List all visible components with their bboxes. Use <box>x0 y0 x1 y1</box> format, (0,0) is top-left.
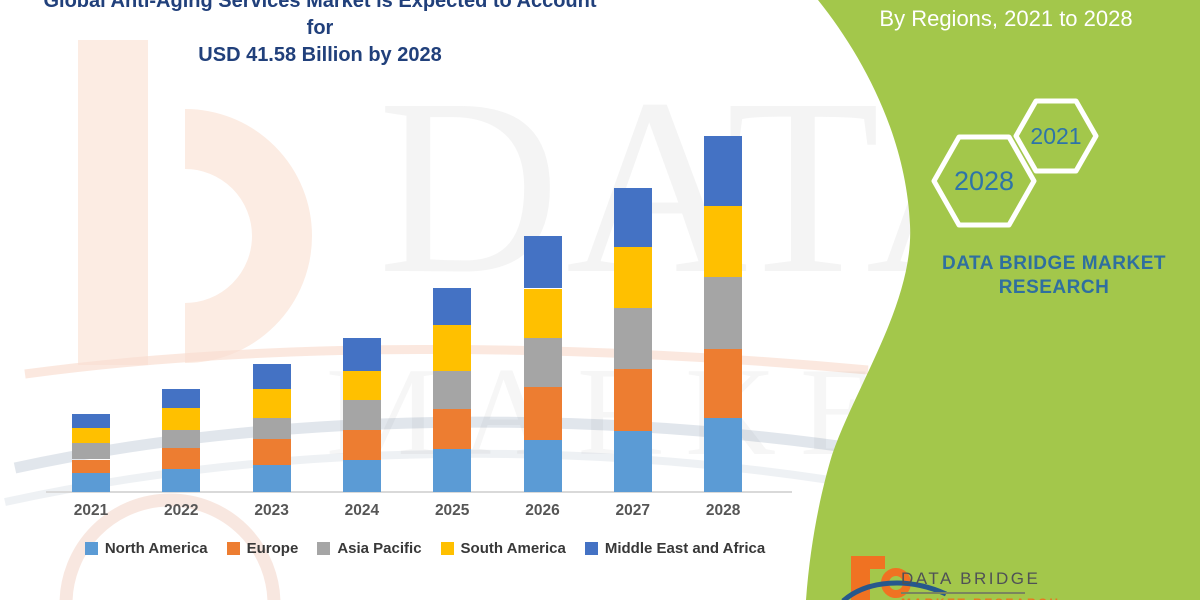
bar-2025 <box>433 0 472 492</box>
chart-title: Global Anti-Aging Services Market is Exp… <box>28 0 612 69</box>
panel-heading: By Regions, 2021 to 2028 <box>879 6 1133 31</box>
bar-segment-2026-south-america <box>523 288 562 339</box>
chart-title-line1: Global Anti-Aging Services Market is Exp… <box>43 0 597 39</box>
bar-2024 <box>342 0 381 492</box>
watermark-b-bowl <box>184 109 312 363</box>
chart-title-line2: USD 41.58 Billion by 2028 <box>198 44 442 66</box>
bar-2021 <box>72 0 110 492</box>
bar-segment-2025-north-america <box>433 449 472 492</box>
bar-2028 <box>704 0 743 492</box>
bar-segment-2023-asia-pacific <box>252 417 291 439</box>
bar-2022 <box>162 0 201 492</box>
footer-brand-sub: MARKET RESEARCH <box>901 596 1061 600</box>
panel-brand-line1: DATA BRIDGE MARKET <box>942 253 1166 274</box>
legend-swatch-middle-east-and-africa <box>584 542 598 555</box>
footer-brand-underline <box>901 592 1025 594</box>
bar-segment-2027-middle-east-and-africa <box>613 187 652 247</box>
bar-segment-2025-middle-east-and-africa <box>433 287 472 326</box>
bar-2027 <box>613 0 652 492</box>
legend-label: South America <box>460 540 566 557</box>
bar-segment-2023-north-america <box>252 465 291 492</box>
bar-segment-2022-north-america <box>162 468 201 492</box>
bar-segment-2028-europe <box>704 349 743 418</box>
bar-segment-2026-europe <box>523 386 562 440</box>
x-axis-label-2021: 2021 <box>73 502 109 519</box>
bar-segment-2022-south-america <box>162 408 201 430</box>
panel-brand-text: DATA BRIDGE MARKET RESEARCH <box>928 252 1180 300</box>
footer-logo-swoosh <box>841 580 948 600</box>
bar-segment-2026-north-america <box>523 439 562 492</box>
hexagon-2021 <box>1013 98 1099 174</box>
bar-segment-2024-south-america <box>342 371 381 400</box>
bar-segment-2023-south-america <box>252 389 291 418</box>
bar-segment-2021-asia-pacific <box>72 443 110 460</box>
hexagon-2028-label: 2028 <box>954 166 1014 196</box>
bar-segment-2027-asia-pacific <box>613 308 652 369</box>
x-axis-label-2022: 2022 <box>164 502 199 519</box>
legend-item-europe: Europe <box>226 540 299 557</box>
bar-segment-2023-middle-east-and-africa <box>252 363 291 390</box>
footer-brand-name: DATA BRIDGE <box>901 569 1041 588</box>
x-axis-line <box>46 491 792 493</box>
x-axis-label-2027: 2027 <box>615 502 651 519</box>
x-axis-label-2025: 2025 <box>434 502 470 519</box>
hexagon-2028 <box>931 134 1037 228</box>
bar-segment-2028-south-america <box>704 206 743 277</box>
legend-swatch-north-america <box>84 542 98 555</box>
bar-2023 <box>252 0 291 492</box>
watermark-circle <box>59 493 281 600</box>
bar-segment-2024-europe <box>342 429 381 460</box>
bar-segment-2021-middle-east-and-africa <box>72 414 110 428</box>
side-panel-shape <box>806 0 1200 600</box>
x-axis-label-2028: 2028 <box>705 502 741 519</box>
legend-label: Europe <box>246 540 299 557</box>
bar-2026 <box>523 0 562 492</box>
bar-segment-2021-europe <box>72 459 110 474</box>
legend-label: North America <box>104 540 208 557</box>
legend-label: Middle East and Africa <box>604 540 766 557</box>
bar-segment-2022-asia-pacific <box>162 429 201 449</box>
bar-segment-2027-south-america <box>613 246 652 309</box>
bar-segment-2028-middle-east-and-africa <box>704 136 743 207</box>
bar-segment-2027-europe <box>613 368 652 432</box>
bar-segment-2024-north-america <box>342 459 381 492</box>
chart-legend: North America Europe Asia Pacific South Ame… <box>40 540 810 557</box>
bar-segment-2021-south-america <box>72 427 110 444</box>
bar-segment-2028-north-america <box>704 417 743 492</box>
bar-segment-2022-middle-east-and-africa <box>162 389 201 409</box>
watermark-b-stem <box>78 40 148 365</box>
legend-swatch-asia-pacific <box>317 542 331 555</box>
legend-item-south-america: South America <box>440 540 566 557</box>
legend-item-north-america: North America <box>84 540 208 557</box>
hexagon-2021-label: 2021 <box>1030 123 1081 149</box>
x-axis-label-2026: 2026 <box>525 502 560 519</box>
bar-segment-2026-middle-east-and-africa <box>523 236 562 289</box>
legend-swatch-south-america <box>440 542 454 555</box>
bar-segment-2024-middle-east-and-africa <box>342 338 381 372</box>
bar-segment-2025-asia-pacific <box>433 371 472 410</box>
legend-label: Asia Pacific <box>337 540 422 557</box>
bar-segment-2025-europe <box>433 409 472 450</box>
legend-item-middle-east-and-africa: Middle East and Africa <box>584 540 766 557</box>
bar-segment-2021-north-america <box>72 473 110 492</box>
bar-segment-2022-europe <box>162 448 201 469</box>
legend-item-asia-pacific: Asia Pacific <box>317 540 422 557</box>
legend-swatch-europe <box>226 542 240 555</box>
bar-segment-2023-europe <box>252 438 291 466</box>
panel-brand-line2: RESEARCH <box>998 277 1110 298</box>
bar-segment-2025-south-america <box>433 325 472 372</box>
x-axis-label-2023: 2023 <box>254 502 289 519</box>
bar-segment-2026-asia-pacific <box>523 338 562 387</box>
bar-segment-2028-asia-pacific <box>704 276 743 350</box>
bar-segment-2024-asia-pacific <box>342 399 381 430</box>
bar-segment-2027-north-america <box>613 431 652 492</box>
x-axis-label-2024: 2024 <box>344 502 380 519</box>
